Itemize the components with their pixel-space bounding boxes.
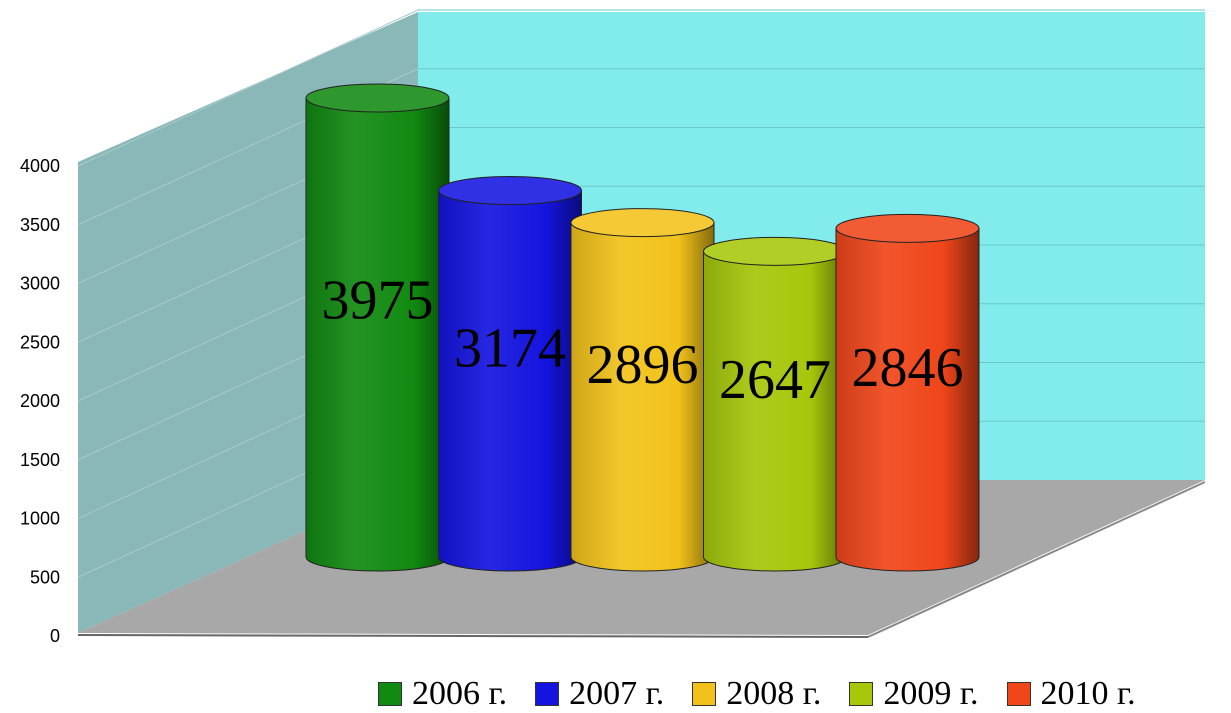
legend-swatch: [1006, 682, 1031, 706]
bar-body: [570, 222, 715, 572]
data-labels: 3975 3174 2896 2647 2846: [322, 269, 964, 411]
data-label: 2896: [587, 334, 699, 396]
legend-item: 2007 г.: [535, 676, 664, 712]
y-tick-label: 1500: [20, 450, 60, 470]
floor-front-edge: [77, 634, 869, 638]
data-label: 2647: [719, 349, 831, 411]
y-tick-label: 4000: [20, 156, 60, 176]
y-axis-ticks: 0 500 1000 1500 2000 2500 3000 3500 4000: [20, 156, 60, 646]
legend-swatch: [535, 682, 560, 706]
legend-item: 2009 г.: [849, 675, 979, 712]
y-tick-label: 0: [50, 626, 60, 646]
legend-label: 2010 г.: [1040, 675, 1136, 712]
legend-swatch: [378, 682, 402, 706]
bar-body: [305, 97, 450, 572]
bar-body: [835, 227, 980, 572]
data-label: 3975: [322, 269, 434, 331]
legend-label: 2007 г.: [569, 675, 665, 712]
bars: [305, 83, 980, 572]
y-tick-label: 3000: [20, 274, 60, 294]
bar-top: [305, 83, 450, 113]
y-tick-label: 2500: [20, 332, 60, 352]
y-tick-label: 2000: [20, 391, 60, 411]
bar-top: [438, 175, 582, 205]
y-tick-label: 1000: [20, 509, 60, 529]
floor-right-edge: [867, 481, 1206, 638]
bar-top: [835, 213, 980, 243]
legend-item: 2006 г.: [378, 676, 507, 712]
bar-3: [570, 208, 715, 572]
legend-item: 2008 г.: [692, 676, 821, 712]
bar-4: [703, 236, 847, 572]
data-label: 2846: [852, 337, 964, 399]
gridline-side: [77, 9, 419, 167]
y-tick-label: 3500: [20, 215, 60, 235]
legend-item: 2010 г.: [1006, 675, 1136, 712]
bar-body: [703, 250, 847, 572]
bar-top: [570, 208, 715, 238]
legend-swatch: [692, 682, 717, 706]
legend: 2006 г. 2007 г. 2008 г. 2009 г. 2010 г.: [378, 676, 1136, 712]
bar-top: [703, 236, 847, 266]
data-label: 3174: [454, 317, 566, 379]
legend-label: 2006 г.: [412, 675, 508, 712]
legend-swatch: [849, 682, 874, 706]
legend-label: 2009 г.: [883, 675, 979, 712]
bar-5: [835, 213, 980, 572]
bar-body: [438, 189, 582, 572]
y-tick-label: 500: [30, 567, 60, 587]
legend-label: 2008 г.: [726, 675, 822, 712]
